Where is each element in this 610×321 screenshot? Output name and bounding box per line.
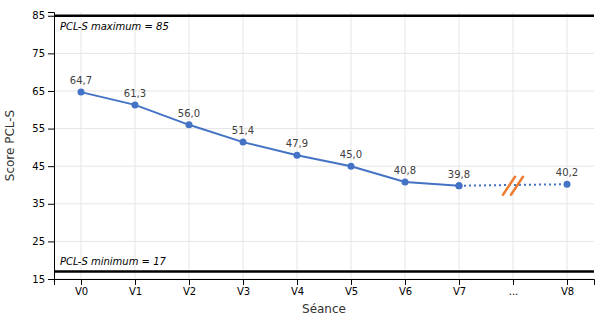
grid	[54, 12, 594, 279]
x-axis: V0 V1 V2 V3 V4 V5 V6 V7... V8	[55, 279, 595, 297]
point	[294, 152, 301, 159]
y-tick: 85	[32, 10, 54, 21]
x-tick-mark	[567, 279, 568, 285]
x-tick-label: V5	[345, 286, 358, 297]
grid-line-x	[351, 12, 352, 279]
x-tick: ...	[509, 279, 519, 297]
grid-line-x	[81, 12, 82, 279]
point	[402, 178, 409, 185]
point	[132, 101, 139, 108]
y-tick: 35	[32, 198, 54, 209]
annotation: PCL-S minimum = 17	[60, 256, 166, 267]
grid-line-x	[459, 12, 460, 279]
y-tick: 65	[32, 86, 54, 97]
reference-line	[54, 270, 594, 273]
grid-line-x	[189, 12, 190, 279]
y-tick: 25	[32, 236, 54, 247]
y-tick-label: 85	[32, 10, 45, 21]
y-axis: 15 25 35 45 55 65 75 85	[32, 10, 54, 284]
point	[186, 121, 193, 128]
data-label: 39,8	[448, 169, 470, 180]
x-tick-label: V2	[183, 286, 196, 297]
x-tick-mark	[351, 279, 352, 285]
y-tick-mark	[48, 204, 54, 205]
point	[456, 182, 463, 189]
grid-line-y	[54, 15, 594, 16]
data-label: 51,4	[232, 125, 254, 136]
x-axis-title: Séance	[302, 302, 346, 316]
x-tick-label: V6	[399, 286, 412, 297]
data-label: 40,8	[394, 165, 416, 176]
x-tick-mark	[135, 279, 136, 285]
x-tick: V3	[237, 279, 250, 297]
x-tick-label: V4	[291, 286, 304, 297]
y-tick-mark	[48, 166, 54, 167]
x-tick-label: V7	[453, 286, 466, 297]
x-tick-mark	[297, 279, 298, 285]
y-tick: 75	[32, 48, 54, 59]
x-axis-line	[55, 280, 595, 286]
x-tick-mark	[459, 279, 460, 285]
annotation: PCL-S maximum = 85	[60, 21, 169, 32]
x-tick-label: V1	[129, 286, 142, 297]
point	[240, 139, 247, 146]
break-mark	[511, 177, 523, 195]
reference-line	[54, 15, 594, 18]
x-tick-mark	[189, 279, 190, 285]
data-label: 61,3	[124, 88, 146, 99]
y-tick-label: 75	[32, 48, 45, 59]
y-tick-label: 25	[32, 236, 45, 247]
line	[81, 92, 459, 186]
x-tick-label: V0	[75, 286, 88, 297]
y-tick: 15	[32, 274, 54, 285]
labels: 64,7 61,3 56,0 51,4 47,9 45,0 40,8 39,8 40,2 PCL-…	[60, 21, 578, 268]
point	[456, 182, 463, 189]
y-tick-mark	[48, 91, 54, 92]
x-tick: V8	[561, 279, 574, 297]
y-tick-mark	[48, 279, 54, 280]
y-tick-label: 45	[32, 161, 45, 172]
x-tick: V4	[291, 279, 304, 297]
grid-line-x	[513, 12, 514, 279]
y-tick-mark	[48, 53, 54, 54]
y-axis-line	[48, 13, 55, 280]
y-tick-mark	[48, 129, 54, 130]
y-tick: 45	[32, 161, 54, 172]
x-tick-label: V3	[237, 286, 250, 297]
x-tick: V5	[345, 279, 358, 297]
grid-line-x	[567, 12, 568, 279]
y-tick: 55	[32, 123, 54, 134]
line	[459, 184, 567, 186]
grid-line-x	[405, 12, 406, 279]
plot-area	[54, 16, 594, 272]
point	[78, 89, 85, 96]
y-tick-label: 15	[32, 274, 45, 285]
x-tick: V1	[129, 279, 142, 297]
y-tick-label: 55	[32, 123, 45, 134]
y-axis-title: Score PCL-S	[3, 110, 17, 181]
x-tick: V7	[453, 279, 466, 297]
x-tick-mark	[405, 279, 406, 285]
point	[564, 181, 571, 188]
data-label: 56,0	[178, 108, 200, 119]
data-label: 45,0	[340, 149, 362, 160]
point	[348, 163, 355, 170]
grid-line-x	[135, 12, 136, 279]
x-tick-label: V8	[561, 286, 574, 297]
x-tick: V6	[399, 279, 412, 297]
data-label: 40,2	[556, 167, 578, 178]
data-label: 47,9	[286, 138, 308, 149]
x-tick-mark	[243, 279, 244, 285]
x-tick-mark	[513, 279, 514, 285]
y-tick-label: 35	[32, 198, 45, 209]
x-tick-mark	[81, 279, 82, 285]
x-tick-label: ...	[509, 286, 519, 297]
x-tick: V0	[75, 279, 88, 297]
y-tick-mark	[48, 16, 54, 17]
chart: V0 V1 V2 V3 V4 V5 V6 V7... V8 15 25 35 45 55 65 75 85 Séa…	[0, 0, 610, 321]
x-tick: V2	[183, 279, 196, 297]
data-label: 64,7	[70, 75, 92, 86]
y-tick-mark	[48, 241, 54, 242]
y-tick-label: 65	[32, 86, 45, 97]
